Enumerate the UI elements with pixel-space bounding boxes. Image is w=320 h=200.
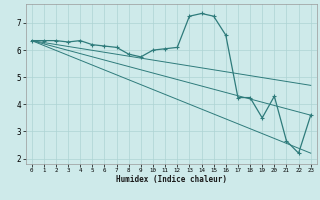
X-axis label: Humidex (Indice chaleur): Humidex (Indice chaleur): [116, 175, 227, 184]
